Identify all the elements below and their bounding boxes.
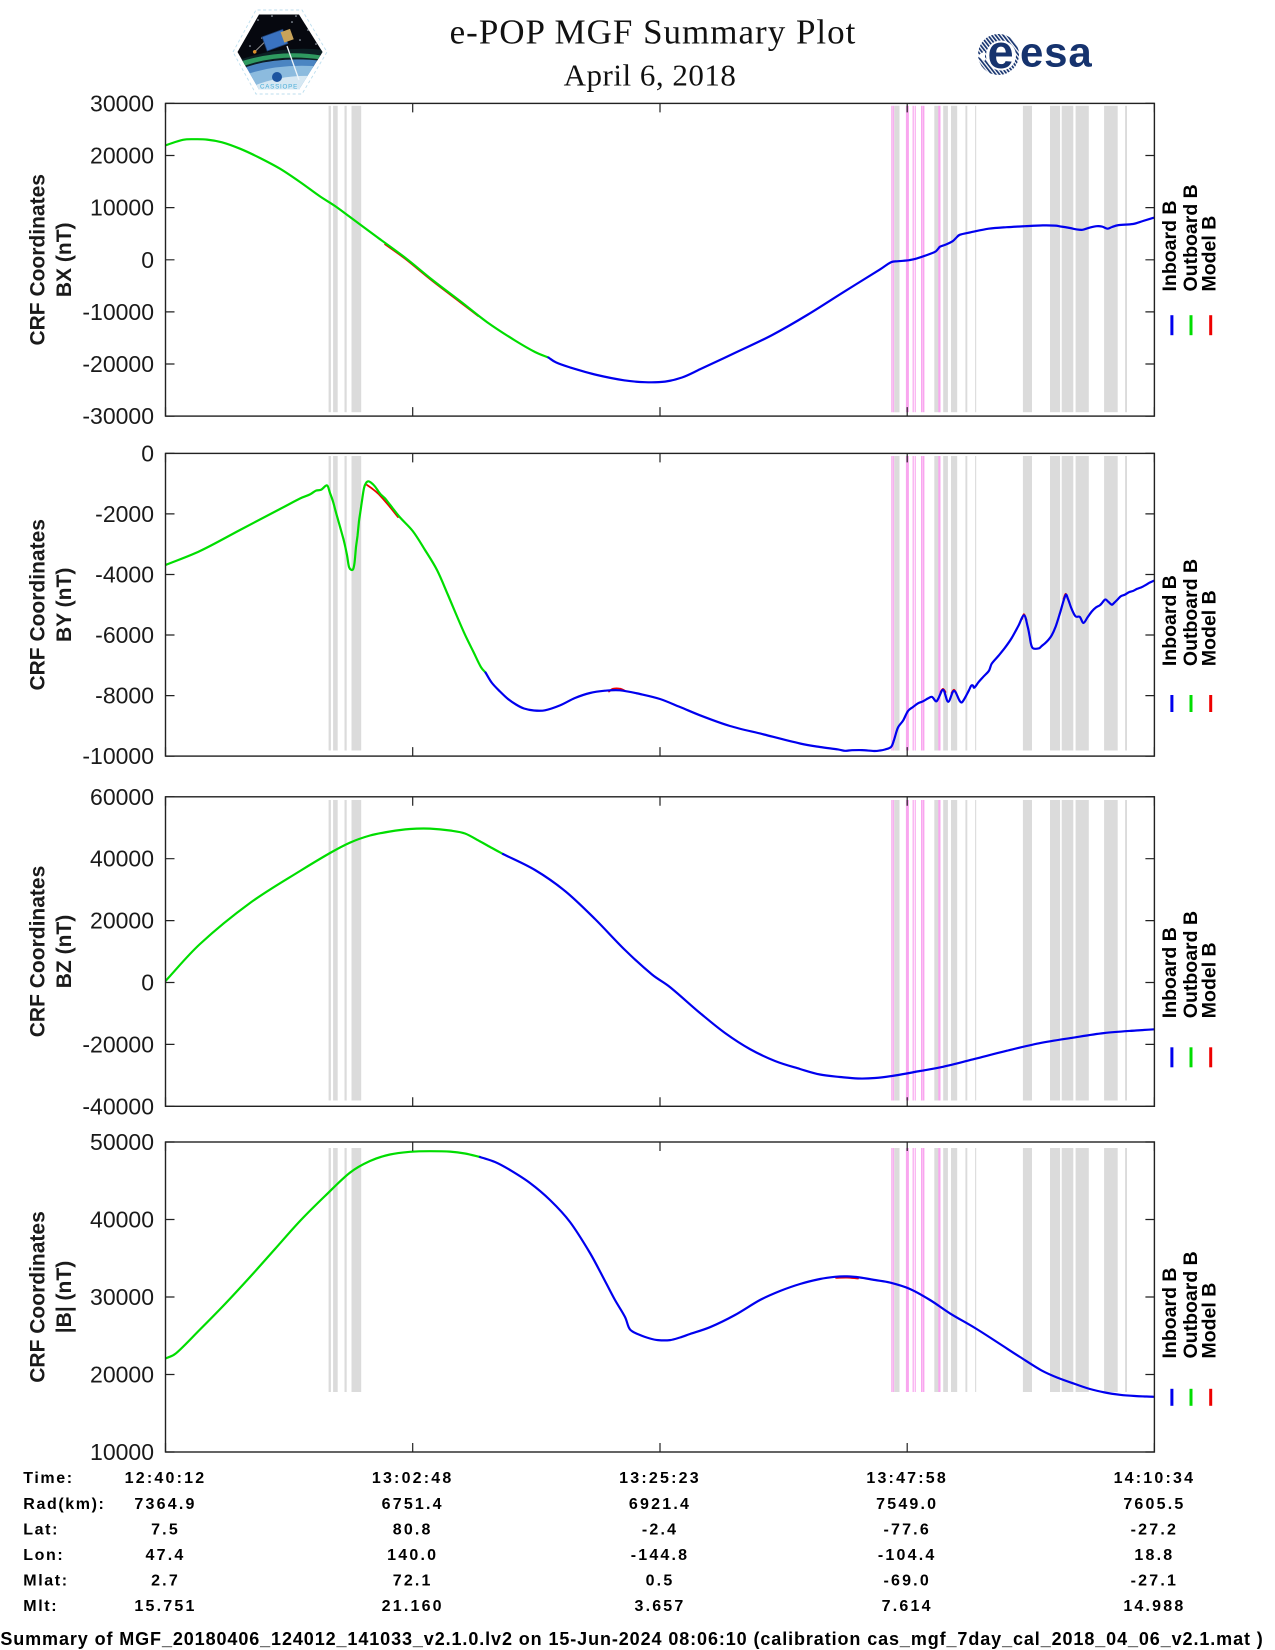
svg-text:e: e — [988, 25, 1014, 78]
svg-text:10000: 10000 — [90, 195, 154, 221]
svg-text:CRF Coordinates: CRF Coordinates — [27, 174, 50, 346]
svg-text:-77.6: -77.6 — [883, 1521, 930, 1538]
svg-text:Inboard B: Inboard B — [1159, 201, 1181, 292]
svg-text:-2000: -2000 — [95, 501, 154, 527]
svg-text:13:25:23: 13:25:23 — [619, 1470, 701, 1487]
svg-text:Rad(km):: Rad(km): — [23, 1496, 105, 1513]
svg-text:Inboard B: Inboard B — [1159, 1268, 1181, 1359]
svg-text:-20000: -20000 — [82, 351, 154, 377]
svg-text:18.8: 18.8 — [1134, 1547, 1174, 1564]
svg-text:20000: 20000 — [90, 908, 154, 934]
svg-text:CRF Coordinates: CRF Coordinates — [27, 1211, 50, 1383]
svg-text:Model B: Model B — [1199, 1283, 1221, 1359]
svg-text:-10000: -10000 — [82, 743, 154, 769]
svg-text:Outboard B: Outboard B — [1180, 559, 1202, 666]
svg-text:-6000: -6000 — [95, 622, 154, 648]
svg-text:-27.1: -27.1 — [1131, 1573, 1178, 1590]
svg-text:0: 0 — [141, 970, 154, 996]
svg-text:CASSIOPE: CASSIOPE — [260, 84, 298, 91]
svg-text:-20000: -20000 — [82, 1031, 154, 1057]
svg-text:47.4: 47.4 — [146, 1547, 186, 1564]
svg-text:Time:: Time: — [23, 1470, 73, 1487]
svg-text:Outboard B: Outboard B — [1180, 1251, 1202, 1358]
svg-text:Outboard B: Outboard B — [1180, 911, 1202, 1018]
svg-text:7605.5: 7605.5 — [1123, 1496, 1185, 1513]
svg-text:14:10:34: 14:10:34 — [1114, 1470, 1196, 1487]
svg-text:7549.0: 7549.0 — [876, 1496, 938, 1513]
svg-text:-144.8: -144.8 — [631, 1547, 690, 1564]
svg-text:7.614: 7.614 — [882, 1598, 933, 1615]
svg-text:-40000: -40000 — [82, 1093, 154, 1119]
svg-text:|B| (nT): |B| (nT) — [53, 1261, 76, 1333]
svg-text:Inboard B: Inboard B — [1159, 575, 1181, 666]
svg-text:Lon:: Lon: — [23, 1547, 64, 1564]
svg-text:Model B: Model B — [1199, 942, 1221, 1018]
svg-text:Mlat:: Mlat: — [23, 1573, 68, 1590]
svg-text:-30000: -30000 — [82, 403, 154, 429]
svg-text:-2.4: -2.4 — [642, 1521, 678, 1538]
svg-text:CRF Coordinates: CRF Coordinates — [27, 866, 50, 1038]
svg-text:6921.4: 6921.4 — [629, 1496, 691, 1513]
svg-text:Inboard B: Inboard B — [1159, 927, 1181, 1018]
svg-text:-8000: -8000 — [95, 683, 154, 709]
svg-text:April 6, 2018: April 6, 2018 — [564, 58, 737, 93]
svg-text:Model B: Model B — [1199, 590, 1221, 666]
svg-text:Outboard B: Outboard B — [1180, 184, 1202, 291]
svg-text:BY (nT): BY (nT) — [53, 568, 76, 642]
svg-text:-69.0: -69.0 — [883, 1573, 930, 1590]
svg-text:esa: esa — [1020, 29, 1092, 76]
svg-text:-104.4: -104.4 — [878, 1547, 937, 1564]
svg-text:CRF Coordinates: CRF Coordinates — [27, 519, 50, 691]
svg-text:Model B: Model B — [1199, 216, 1221, 292]
svg-text:0: 0 — [141, 247, 154, 273]
svg-text:50000: 50000 — [90, 1129, 154, 1155]
svg-text:-27.2: -27.2 — [1131, 1521, 1178, 1538]
svg-text:15.751: 15.751 — [134, 1598, 196, 1615]
svg-text:21.160: 21.160 — [382, 1598, 444, 1615]
svg-text:20000: 20000 — [90, 143, 154, 169]
svg-text:140.0: 140.0 — [387, 1547, 438, 1564]
svg-text:0.5: 0.5 — [646, 1573, 675, 1590]
svg-text:BX (nT): BX (nT) — [53, 222, 76, 297]
svg-text:13:02:48: 13:02:48 — [372, 1470, 454, 1487]
svg-text:7.5: 7.5 — [151, 1521, 180, 1538]
svg-text:13:47:58: 13:47:58 — [866, 1470, 948, 1487]
svg-text:80.8: 80.8 — [393, 1521, 433, 1538]
svg-text:10000: 10000 — [90, 1439, 154, 1465]
svg-text:40000: 40000 — [90, 846, 154, 872]
svg-text:2.7: 2.7 — [151, 1573, 180, 1590]
svg-text:3.657: 3.657 — [634, 1598, 685, 1615]
svg-text:Summary of MGF_20180406_124012: Summary of MGF_20180406_124012_141033_v2… — [0, 1629, 1263, 1649]
svg-text:72.1: 72.1 — [393, 1573, 433, 1590]
svg-text:30000: 30000 — [90, 1284, 154, 1310]
svg-text:40000: 40000 — [90, 1207, 154, 1233]
svg-text:Mlt:: Mlt: — [23, 1598, 58, 1615]
svg-text:-10000: -10000 — [82, 299, 154, 325]
svg-text:-4000: -4000 — [95, 562, 154, 588]
svg-text:30000: 30000 — [90, 90, 154, 116]
svg-text:6751.4: 6751.4 — [382, 1496, 444, 1513]
svg-text:Lat:: Lat: — [23, 1521, 59, 1538]
svg-text:12:40:12: 12:40:12 — [125, 1470, 207, 1487]
svg-text:e-POP MGF Summary Plot: e-POP MGF Summary Plot — [450, 13, 857, 52]
svg-text:BZ (nT): BZ (nT) — [53, 915, 76, 988]
svg-text:0: 0 — [141, 440, 154, 466]
svg-text:60000: 60000 — [90, 784, 154, 810]
svg-text:7364.9: 7364.9 — [134, 1496, 196, 1513]
svg-text:20000: 20000 — [90, 1362, 154, 1388]
svg-text:14.988: 14.988 — [1123, 1598, 1185, 1615]
